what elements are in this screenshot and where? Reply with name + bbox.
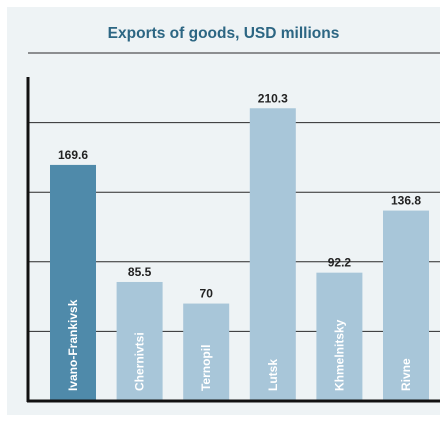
bar-value-label: 136.8 <box>391 194 421 208</box>
bar-value-label: 85.5 <box>128 265 152 279</box>
chart-title: Exports of goods, USD millions <box>107 25 340 42</box>
bar <box>383 210 429 401</box>
bar <box>183 303 230 401</box>
bar <box>50 164 96 401</box>
bar-value-label: 70 <box>200 287 214 301</box>
category-label: Ternopil <box>199 345 213 391</box>
category-label: Rivne <box>399 358 413 391</box>
category-label: Ivano-Frankivsk <box>66 299 80 391</box>
chart-card: Exports of goods, USD millions 169.6 Ivan… <box>7 7 440 415</box>
bar <box>249 108 296 402</box>
bar <box>316 272 363 401</box>
bar-value-label: 92.2 <box>328 256 352 270</box>
bar <box>116 281 163 401</box>
category-label: Lutsk <box>266 359 280 391</box>
bar-value-label: 210.3 <box>258 91 288 105</box>
bar-value-label: 169.6 <box>58 148 88 162</box>
bar-chart: 169.6 Ivano-Frankivsk 85.5 Chernivtsi 70 Tern… <box>26 52 440 403</box>
category-label: Khmelnitsky <box>332 319 346 391</box>
category-label: Chernivtsi <box>133 332 147 391</box>
